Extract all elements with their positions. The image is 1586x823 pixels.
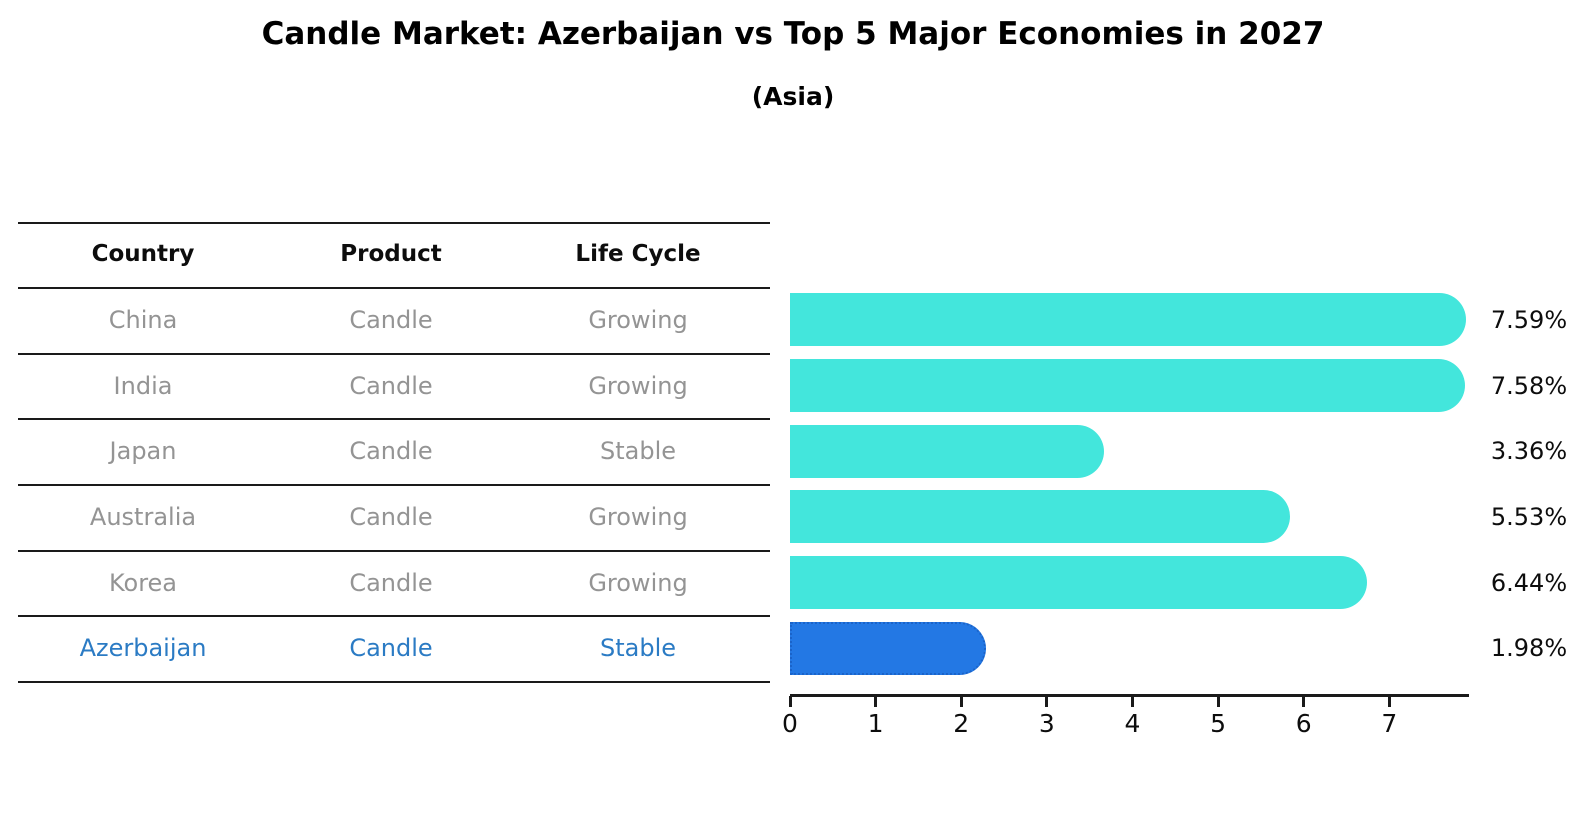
table-rule bbox=[18, 222, 770, 224]
chart-title: Candle Market: Azerbaijan vs Top 5 Major… bbox=[261, 16, 1325, 52]
x-axis-tick-label: 2 bbox=[953, 709, 970, 738]
bar-value-label: 5.53% bbox=[1490, 502, 1568, 531]
table-cell-life-cycle: Growing bbox=[588, 502, 688, 531]
table-rule bbox=[18, 353, 770, 355]
table-cell-life-cycle: Growing bbox=[588, 305, 688, 334]
x-axis-tick bbox=[1130, 696, 1134, 707]
table-rule bbox=[18, 484, 770, 486]
x-axis-tick bbox=[874, 696, 878, 707]
table-cell-product: Candle bbox=[349, 371, 433, 400]
bar-value-label: 7.59% bbox=[1490, 305, 1568, 334]
x-axis-tick bbox=[1302, 696, 1306, 707]
bar-korea bbox=[790, 556, 1368, 609]
table-cell-product: Candle bbox=[349, 502, 433, 531]
table-cell-country: Korea bbox=[108, 568, 178, 597]
bar-value-label: 6.44% bbox=[1490, 568, 1568, 597]
x-axis-tick bbox=[1216, 696, 1220, 707]
table-cell-product: Candle bbox=[349, 437, 433, 466]
x-axis-tick-label: 3 bbox=[1038, 709, 1055, 738]
x-axis-tick-label: 7 bbox=[1381, 709, 1398, 738]
x-axis-tick-label: 1 bbox=[867, 709, 884, 738]
table-cell-country: Australia bbox=[89, 502, 197, 531]
table-rule bbox=[18, 550, 770, 552]
table-cell-product: Candle bbox=[349, 634, 433, 663]
bar-china bbox=[790, 293, 1466, 347]
x-axis-tick bbox=[1387, 696, 1391, 707]
table-rule bbox=[18, 418, 770, 420]
bar-value-label: 1.98% bbox=[1490, 634, 1568, 663]
table-cell-country: Japan bbox=[109, 437, 177, 466]
table-cell-country: Azerbaijan bbox=[79, 634, 207, 663]
table-cell-life-cycle: Stable bbox=[599, 437, 677, 466]
x-axis-tick bbox=[788, 696, 792, 707]
bar-australia bbox=[790, 490, 1290, 544]
table-rule bbox=[18, 681, 770, 683]
table-cell-life-cycle: Growing bbox=[588, 568, 688, 597]
bar-azerbaijan bbox=[790, 621, 986, 675]
table-cell-country: India bbox=[113, 371, 173, 400]
x-axis-tick-label: 5 bbox=[1210, 709, 1227, 738]
table-rule bbox=[18, 287, 770, 289]
x-axis-tick-label: 6 bbox=[1295, 709, 1312, 738]
table-cell-life-cycle: Stable bbox=[599, 634, 677, 663]
bar-value-label: 3.36% bbox=[1490, 437, 1568, 466]
table-cell-product: Candle bbox=[349, 305, 433, 334]
table-cell-life-cycle: Growing bbox=[588, 371, 688, 400]
bar-japan bbox=[790, 424, 1104, 478]
x-axis-tick bbox=[1045, 696, 1049, 707]
x-axis-line bbox=[790, 694, 1469, 697]
bar-value-label: 7.58% bbox=[1490, 371, 1568, 400]
bar-india bbox=[790, 359, 1466, 412]
table-rule bbox=[18, 615, 770, 617]
table-cell-country: China bbox=[108, 305, 178, 334]
x-axis-tick bbox=[959, 696, 963, 707]
chart-subtitle: (Asia) bbox=[751, 82, 835, 111]
table-cell-product: Candle bbox=[349, 568, 433, 597]
x-axis-tick-label: 4 bbox=[1124, 709, 1141, 738]
table-header-life-cycle: Life Cycle bbox=[575, 241, 701, 267]
table-header-product: Product bbox=[340, 241, 442, 267]
x-axis-tick-label: 0 bbox=[782, 709, 798, 738]
table-header-country: Country bbox=[91, 241, 195, 267]
